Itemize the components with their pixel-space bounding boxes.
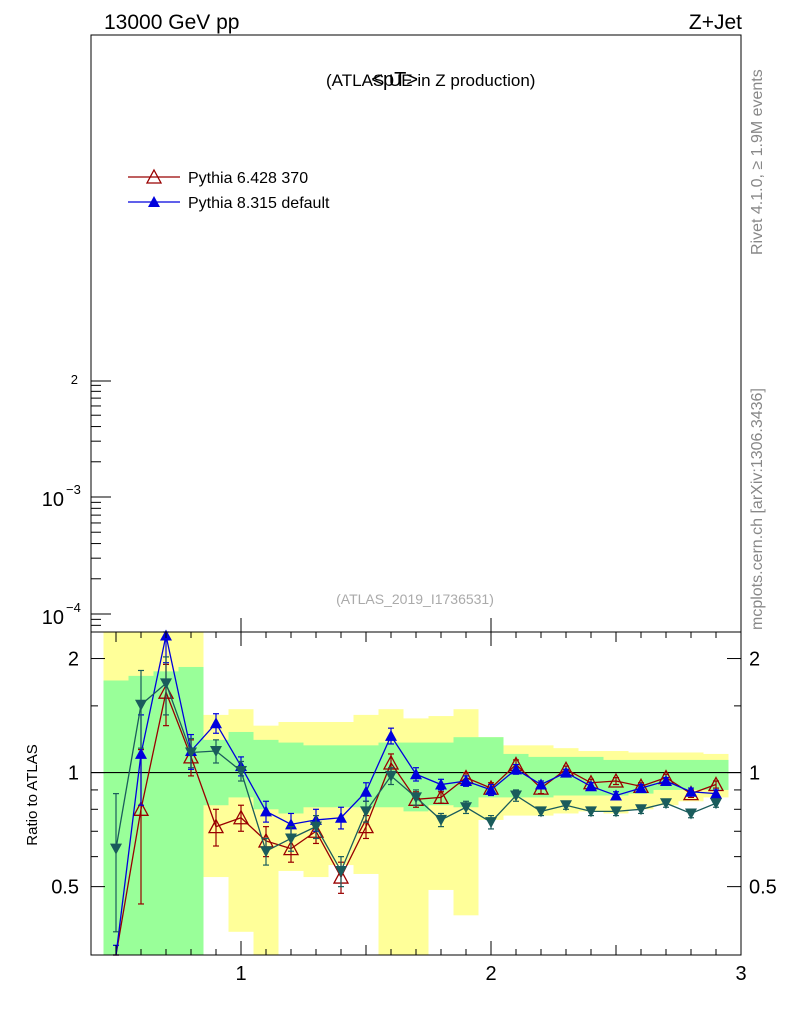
data-point	[435, 814, 447, 826]
legend-label-pythia8: Pythia 8.315 default	[188, 195, 330, 212]
data-point	[310, 821, 322, 833]
data-point	[232, 809, 250, 825]
legend-marker-pythia8	[148, 196, 160, 207]
data-point	[335, 811, 347, 823]
data-point	[185, 747, 197, 759]
series-2	[110, 656, 722, 933]
data-point	[285, 833, 297, 845]
data-point	[510, 763, 522, 775]
ratio-panel: 0.5 0.5 1 1 2 2 1 2 3 Ratio to ATLAS	[24, 629, 777, 985]
inner-band-bin	[678, 759, 704, 790]
data-point	[460, 802, 472, 814]
inner-band-bin	[278, 742, 304, 814]
data-point	[260, 846, 272, 858]
data-point	[660, 798, 672, 810]
data-point	[357, 818, 375, 834]
data-point	[635, 804, 647, 816]
energy-label: 13000 GeV pp	[104, 11, 239, 34]
xtick-label: 3	[735, 963, 746, 985]
process-label: Z+Jet	[689, 11, 742, 34]
data-point	[132, 800, 150, 816]
legend-entry-pythia8: Pythia 8.315 default	[128, 195, 330, 212]
data-point	[560, 766, 572, 778]
main-subtitle: (ATLAS UE in Z production)	[326, 71, 535, 90]
data-point	[535, 778, 547, 790]
legend-entry-pythia6: Pythia 6.428 370	[128, 168, 308, 187]
data-point	[260, 805, 272, 817]
data-point	[360, 785, 372, 797]
mcplots-label: mcplots.cern.ch [arXiv:1306.3436]	[749, 388, 766, 630]
ratio-ticks: 0.5 0.5 1 1 2 2 1 2 3	[51, 632, 777, 985]
data-point	[282, 840, 300, 856]
data-point	[685, 808, 697, 820]
series-layer	[110, 629, 725, 956]
inner-band-bin	[328, 745, 354, 808]
ytick-label-2: 2	[71, 372, 78, 387]
data-point	[160, 678, 172, 690]
ytick-label-1e-3-exp: −3	[66, 482, 81, 497]
data-point	[660, 775, 672, 787]
legend-label-pythia6: Pythia 6.428 370	[188, 170, 308, 187]
data-point	[585, 806, 597, 818]
data-point	[210, 746, 222, 758]
ytick-label-left: 1	[68, 763, 79, 785]
data-point	[635, 782, 647, 794]
ytick-label-right: 2	[749, 649, 760, 671]
data-point	[685, 785, 697, 797]
data-point	[710, 787, 722, 799]
analysis-id: (ATLAS_2019_I1736531)	[336, 591, 494, 607]
ytick-label-left: 2	[68, 649, 79, 671]
inner-band-bin	[253, 739, 279, 810]
data-point	[385, 729, 397, 741]
data-point	[485, 783, 497, 795]
data-point	[207, 818, 225, 834]
data-point	[110, 843, 122, 855]
data-point	[335, 865, 347, 877]
ytick-label-left: 0.5	[51, 877, 79, 899]
data-point	[460, 775, 472, 787]
ytick-label-1e-3-base: 10	[42, 489, 64, 511]
data-point	[710, 798, 722, 810]
data-point	[135, 747, 147, 759]
legend: Pythia 6.428 370 Pythia 8.315 default	[128, 168, 330, 212]
ytick-label-1e-4-exp: −4	[66, 600, 81, 615]
data-point	[210, 717, 222, 729]
ratio-ylabel: Ratio to ATLAS	[24, 744, 41, 845]
inner-band-bin	[303, 745, 329, 808]
data-point	[485, 817, 497, 829]
data-point	[410, 792, 422, 804]
data-point	[607, 772, 625, 788]
data-point	[135, 699, 147, 711]
main-title: <pT>	[371, 69, 418, 91]
data-point	[610, 806, 622, 818]
data-point	[435, 778, 447, 790]
data-point	[560, 800, 572, 812]
main-panel: <pT> (ATLAS UE in Z production) (ATLAS_2…	[42, 34, 742, 633]
data-point	[385, 770, 397, 782]
ytick-label-right: 0.5	[749, 877, 777, 899]
rivet-label: Rivet 4.1.0, ≥ 1.9M events	[749, 69, 766, 255]
data-point	[410, 768, 422, 780]
ytick-label-1e-4-base: 10	[42, 607, 64, 629]
xtick-label: 2	[485, 963, 496, 985]
data-point	[610, 789, 622, 801]
data-point	[432, 789, 450, 805]
legend-marker-pythia6	[145, 168, 163, 184]
data-point	[535, 806, 547, 818]
data-point	[235, 765, 247, 777]
data-point	[510, 790, 522, 802]
data-point	[585, 780, 597, 792]
xtick-label: 1	[235, 963, 246, 985]
data-point	[360, 806, 372, 818]
ytick-label-right: 1	[749, 763, 760, 785]
